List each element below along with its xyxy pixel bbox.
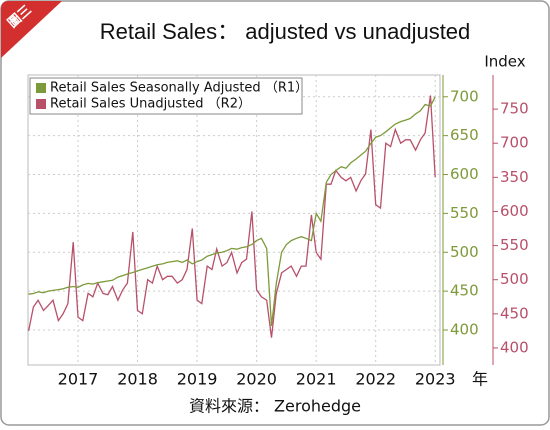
- legend-label: Retail Sales Unadjusted （R2）: [50, 97, 251, 112]
- y-tick-label: 550: [450, 204, 479, 222]
- x-axis-label: 年: [472, 370, 488, 389]
- chart-title: Retail Sales： adjusted vs unadjusted: [100, 19, 471, 44]
- legend-swatch: [36, 99, 46, 109]
- series-line: [28, 96, 436, 327]
- x-tick-label: 2018: [117, 370, 158, 389]
- y2-tick-label: 600: [500, 202, 529, 220]
- y-tick-label: 700: [450, 87, 479, 105]
- y2-tick-label: 450: [500, 304, 529, 322]
- y-tick-label: 500: [450, 243, 479, 261]
- legend-box: [29, 77, 303, 115]
- plot-area: [27, 74, 441, 366]
- y-tick-label: 600: [450, 165, 479, 183]
- y-axis-label: Index: [484, 53, 525, 71]
- y2-tick-label: 550: [500, 236, 529, 254]
- legend-label: Retail Sales Seasonally Adjusted （R1）: [50, 81, 308, 96]
- series-line: [27, 95, 436, 338]
- source: 資料來源： Zerohedge: [189, 397, 361, 416]
- y2-tick-label: 500: [500, 270, 529, 288]
- y2-tick-label: 350: [500, 168, 529, 186]
- legend-swatch: [36, 83, 46, 93]
- x-tick-label: 2022: [355, 370, 396, 389]
- y2-tick-label: 750: [500, 100, 529, 118]
- x-tick-label: 2021: [296, 370, 337, 389]
- badge-bg: [1, 1, 62, 58]
- x-tick-label: 2017: [58, 370, 99, 389]
- y2-tick-label: 700: [500, 134, 529, 152]
- y2-tick-label: 400: [500, 338, 529, 356]
- x-tick-label: 2020: [236, 370, 277, 389]
- y-tick-label: 650: [450, 126, 479, 144]
- x-tick-label: 2019: [177, 370, 218, 389]
- y-tick-label: 450: [450, 282, 479, 300]
- x-tick-label: 2023: [415, 370, 456, 389]
- y-tick-label: 400: [450, 321, 479, 339]
